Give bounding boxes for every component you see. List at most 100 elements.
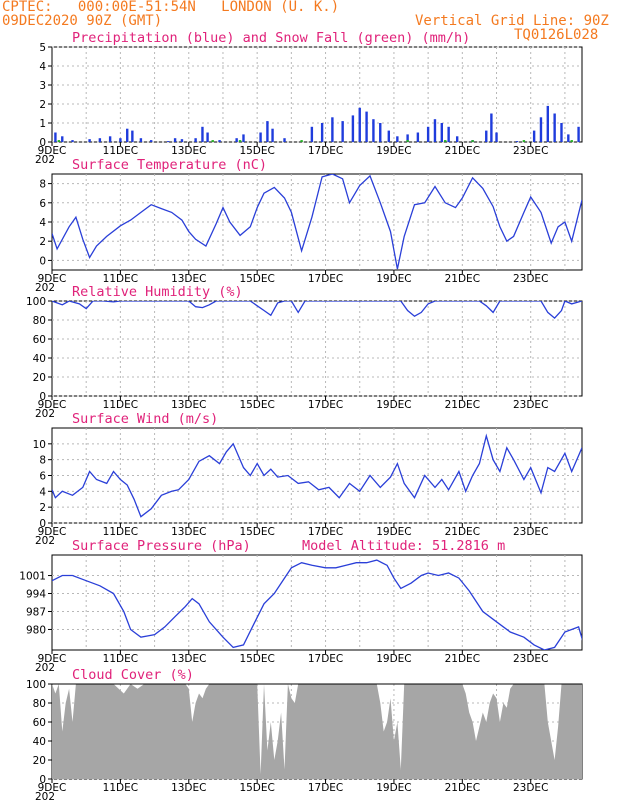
precip-bar xyxy=(300,140,303,142)
precip-xtick-label: 11DEC xyxy=(103,145,138,157)
temp-ytick-label: 0 xyxy=(39,255,46,267)
wind-ytick-label: 10 xyxy=(33,439,46,451)
wind-year-fragment: 202 xyxy=(35,535,55,547)
header-model-id: TQ0126L028 xyxy=(514,27,599,43)
cloud-ytick-label: 60 xyxy=(33,717,46,729)
precip-bar xyxy=(553,113,556,142)
pressure-ytick-label: 987 xyxy=(26,606,46,618)
precip-xtick-label: 19DEC xyxy=(376,145,411,157)
cloud-title: Cloud Cover (%) xyxy=(72,667,194,683)
precip-bar xyxy=(471,140,474,142)
temp-ytick-label: 4 xyxy=(39,217,46,229)
cloud-xtick-label: 17DEC xyxy=(308,782,343,794)
header-date: 09DEC2020 90Z (GMT) xyxy=(2,13,163,29)
precip-bar xyxy=(283,138,286,142)
temp-xtick-label: 23DEC xyxy=(513,273,548,285)
precip-bar xyxy=(396,136,399,142)
pressure-xtick-label: 13DEC xyxy=(171,653,206,665)
temp-series-line xyxy=(52,174,582,270)
pressure-xtick-label: 15DEC xyxy=(239,653,274,665)
cloud-xtick-label: 15DEC xyxy=(239,782,274,794)
precip-bar xyxy=(577,126,580,142)
precip-bar xyxy=(490,113,493,142)
wind-ytick-label: 0 xyxy=(39,518,46,530)
wind-xtick-label: 19DEC xyxy=(376,526,411,538)
temp-xtick-label: 19DEC xyxy=(376,273,411,285)
rh-year-fragment: 202 xyxy=(35,408,55,420)
cloud-ytick-label: 80 xyxy=(33,698,46,710)
precip-bar xyxy=(546,105,550,142)
rh-series-line xyxy=(52,301,582,319)
wind-xtick-label: 9DEC xyxy=(38,526,67,538)
rh-ytick-label: 60 xyxy=(33,334,46,346)
rh-ytick-label: 100 xyxy=(26,296,46,308)
precip-xtick-label: 21DEC xyxy=(445,145,480,157)
temp-xtick-label: 13DEC xyxy=(171,273,206,285)
header-grid-line: Vertical Grid Line: 90Z xyxy=(415,13,609,29)
pressure-ytick-label: 994 xyxy=(26,589,46,601)
pressure-xtick-label: 23DEC xyxy=(513,653,548,665)
precip-xtick-label: 23DEC xyxy=(513,145,548,157)
header-station: CPTEC: 000:00E-51:54N LONDON (U. K.) xyxy=(2,0,340,15)
precip-bar xyxy=(379,123,382,142)
pressure-year-fragment: 202 xyxy=(35,662,55,674)
wind-series-line xyxy=(52,433,582,518)
precip-bar xyxy=(406,140,409,142)
precip-title: Precipitation (blue) and Snow Fall (gree… xyxy=(72,30,470,46)
cloud-ytick-label: 20 xyxy=(33,755,46,767)
precip-bar xyxy=(167,141,170,142)
wind-panel xyxy=(48,427,583,527)
precip-bar xyxy=(351,115,355,142)
precip-bar xyxy=(242,134,245,142)
rh-panel xyxy=(48,300,583,400)
precip-bar xyxy=(235,138,238,142)
pressure-xtick-label: 21DEC xyxy=(445,653,480,665)
rh-ytick-label: 0 xyxy=(39,391,46,403)
precip-bar xyxy=(416,132,420,142)
wind-ytick-label: 8 xyxy=(39,455,46,467)
pressure-subtitle: Model Altitude: 51.2816 m xyxy=(302,538,505,554)
cloud-year-fragment: 202 xyxy=(35,791,55,800)
precip-bar xyxy=(433,119,437,142)
temp-ytick-label: 2 xyxy=(39,236,46,248)
pressure-series-line xyxy=(52,559,582,650)
cloud-panel xyxy=(48,683,583,783)
cloud-xtick-label: 9DEC xyxy=(38,782,67,794)
rh-xtick-label: 17DEC xyxy=(308,399,343,411)
wind-ytick-label: 4 xyxy=(39,486,46,498)
wind-xtick-label: 13DEC xyxy=(171,526,206,538)
precip-bar xyxy=(61,136,64,142)
pressure-xtick-label: 11DEC xyxy=(103,653,138,665)
precip-bar xyxy=(539,117,543,142)
precip-ytick-label: 3 xyxy=(39,80,46,92)
temp-xtick-label: 9DEC xyxy=(38,273,67,285)
rh-ytick-label: 80 xyxy=(33,315,46,327)
precip-bar xyxy=(522,140,526,142)
precip-panel xyxy=(48,46,585,146)
precip-ytick-label: 5 xyxy=(39,42,46,54)
pressure-ytick-label: 980 xyxy=(26,624,46,636)
precip-bar xyxy=(266,121,269,142)
precip-bar xyxy=(341,121,344,142)
precip-bar xyxy=(455,136,459,142)
pressure-xtick-label: 19DEC xyxy=(376,653,411,665)
precip-bar xyxy=(310,126,314,142)
precip-bar xyxy=(180,139,184,142)
precip-xtick-label: 17DEC xyxy=(308,145,343,157)
precip-bar xyxy=(119,138,122,142)
precip-bar xyxy=(406,134,409,142)
rh-xtick-label: 9DEC xyxy=(38,399,67,411)
temp-title: Surface Temperature (nC) xyxy=(72,157,267,173)
wind-title: Surface Wind (m/s) xyxy=(72,411,218,427)
rh-xtick-label: 21DEC xyxy=(445,399,480,411)
precip-xtick-label: 9DEC xyxy=(38,145,67,157)
precip-bar xyxy=(149,140,153,142)
cloud-ytick-label: 40 xyxy=(33,736,46,748)
wind-xtick-label: 21DEC xyxy=(445,526,480,538)
precip-bar xyxy=(583,136,585,142)
precip-bar xyxy=(211,140,214,142)
precip-bar xyxy=(447,126,450,142)
precip-xtick-label: 15DEC xyxy=(239,145,274,157)
temp-year-fragment: 202 xyxy=(35,282,55,294)
